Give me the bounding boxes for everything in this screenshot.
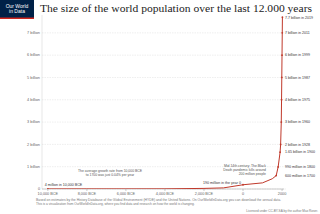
- logo: Our Worldin Data: [0, 0, 34, 19]
- point: [47, 188, 49, 189]
- x-tick: [125, 189, 126, 191]
- point: [280, 143, 282, 145]
- x-tick-label: 6,000 BCE: [117, 192, 136, 196]
- title: The size of the world population over th…: [40, 3, 312, 14]
- y-tick-label: 1 billion: [27, 165, 40, 169]
- x-tick: [47, 189, 48, 191]
- x-tick-label: 10,000 BCE: [38, 192, 59, 196]
- y-axis: [42, 15, 43, 189]
- y-tick-label: 4 billion: [27, 98, 40, 102]
- point: [281, 77, 283, 79]
- plot-area: [47, 16, 283, 189]
- data-label: 4 billion in 1975: [285, 98, 310, 102]
- point: [242, 184, 244, 186]
- grid-line: [42, 55, 286, 56]
- data-label: 5 billion in 1987: [285, 76, 310, 80]
- point: [279, 151, 281, 153]
- point: [281, 99, 283, 101]
- point: [280, 121, 282, 123]
- grid-line: [42, 77, 286, 78]
- data-label: 1.65 billion in 1900: [285, 150, 315, 154]
- x-tick-label: 4,000 BCE: [156, 192, 175, 196]
- data-label: 990 million in 1800: [285, 165, 315, 169]
- grid-line: [42, 99, 286, 100]
- logo-text: in Data: [9, 8, 25, 14]
- footer-text: This is a visualization from OurWorldInD…: [36, 202, 195, 206]
- y-tick-label: 7 billion: [27, 31, 40, 35]
- data-label: 3 billion in 1960: [285, 120, 310, 124]
- y-tick-label: 6 billion: [27, 53, 40, 57]
- x-tick-label: 2,000 BCE: [195, 192, 214, 196]
- x-tick: [86, 189, 87, 191]
- x-tick-label: 2000: [278, 192, 286, 196]
- point: [277, 166, 279, 168]
- grid-line: [42, 144, 286, 145]
- data-label: 7 billion in 2011: [285, 31, 310, 35]
- x-tick: [164, 189, 165, 191]
- grid-line: [42, 122, 286, 123]
- grid-line: [42, 32, 286, 33]
- annotation: to 1700 was just 0.04% per year: [86, 173, 135, 177]
- y-tick-label: 0: [38, 187, 40, 191]
- x-tick: [203, 189, 204, 191]
- y-tick-label: 3 billion: [27, 120, 40, 124]
- data-label: 600 million in 1700: [285, 174, 315, 178]
- point: [281, 54, 283, 56]
- x-tick-label: 0: [242, 192, 244, 196]
- x-tick: [282, 189, 283, 191]
- population-line: [48, 17, 283, 189]
- x-tick: [243, 189, 244, 191]
- logo-box: [0, 0, 34, 19]
- data-label: 6 billion in 1999: [285, 53, 310, 57]
- chart: Our Worldin Data The size of the world po…: [0, 0, 320, 214]
- data-label: 2 billion in 1928: [285, 143, 310, 147]
- data-label: 190 million in the year 0: [203, 181, 241, 185]
- logo-stripe: [0, 18, 34, 20]
- y-tick-label: 2 billion: [27, 143, 40, 147]
- point: [282, 16, 284, 18]
- point: [275, 175, 277, 177]
- data-label: 4 million in 10,000 BCE: [45, 183, 83, 187]
- y-tick-label: 5 billion: [27, 76, 40, 80]
- point: [281, 32, 283, 34]
- labels: 4 million in 10,000 BCE 190 million in th…: [45, 16, 315, 188]
- data-label: 7.7 billion in 2019: [285, 16, 313, 20]
- annotation: 200 million people: [239, 172, 266, 176]
- x-tick-label: 8,000 BCE: [78, 192, 97, 196]
- footer-text: Licensed under CC-BY-SA by the author Ma…: [246, 209, 318, 213]
